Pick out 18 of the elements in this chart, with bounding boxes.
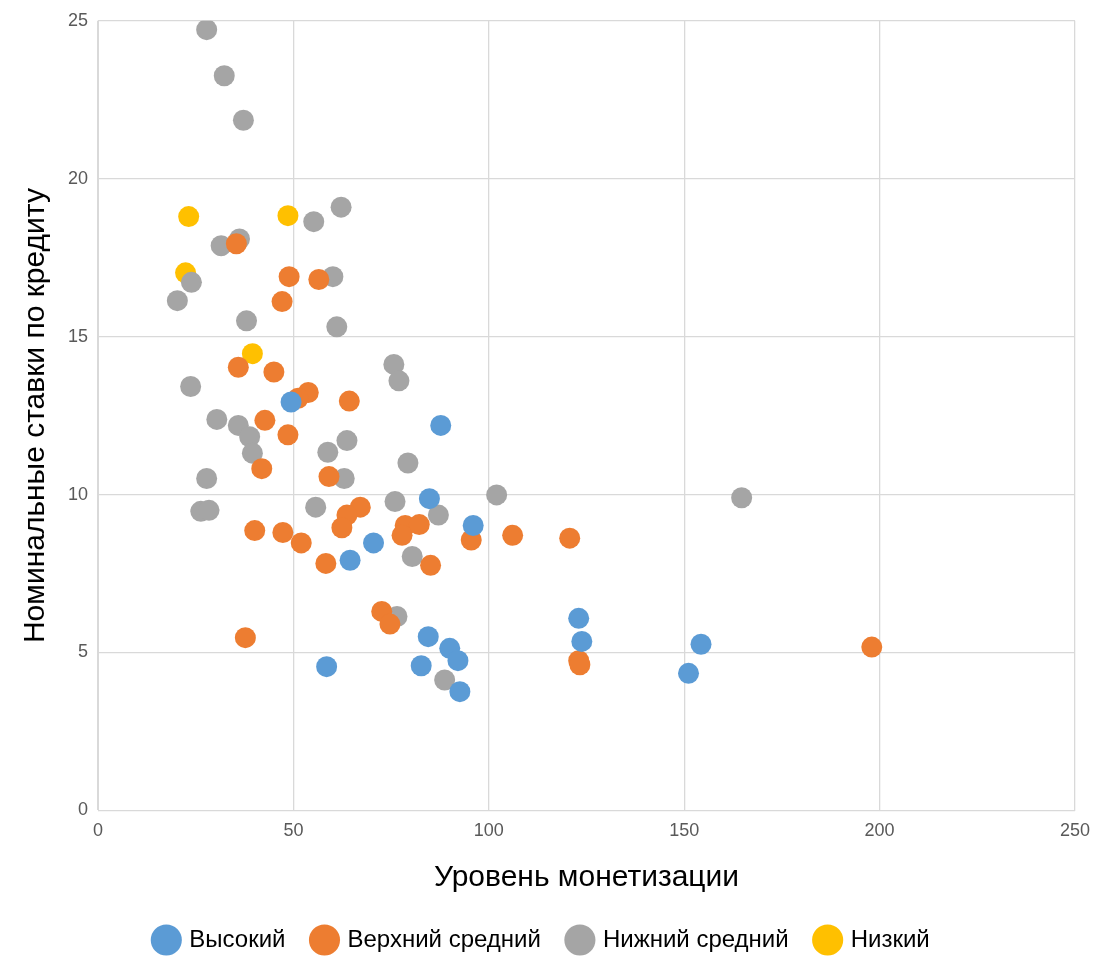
y-axis-title: Номинальные ставки по кредиту [17,188,51,644]
x-axis-title: Уровень монетизации [433,859,740,893]
legend-label: Высокий [189,924,286,952]
x-tick-label: 0 [93,820,104,841]
y-tick-label: 25 [67,9,89,30]
legend-label: Низкий [850,924,930,952]
x-tick-label: 250 [1059,820,1091,841]
y-tick-label: 20 [67,167,89,188]
y-tick-label: 10 [67,483,89,504]
x-tick-label: 50 [283,820,304,841]
x-tick-label: 150 [669,820,700,841]
y-tick-label: 0 [78,799,89,820]
y-tick-label: 5 [78,641,89,662]
y-tick-label: 15 [67,325,89,346]
x-tick-label: 200 [864,820,895,841]
x-tick-label: 100 [473,820,504,841]
legend-label: Верхний средний [347,924,541,952]
legend-label: Нижний средний [602,924,789,952]
